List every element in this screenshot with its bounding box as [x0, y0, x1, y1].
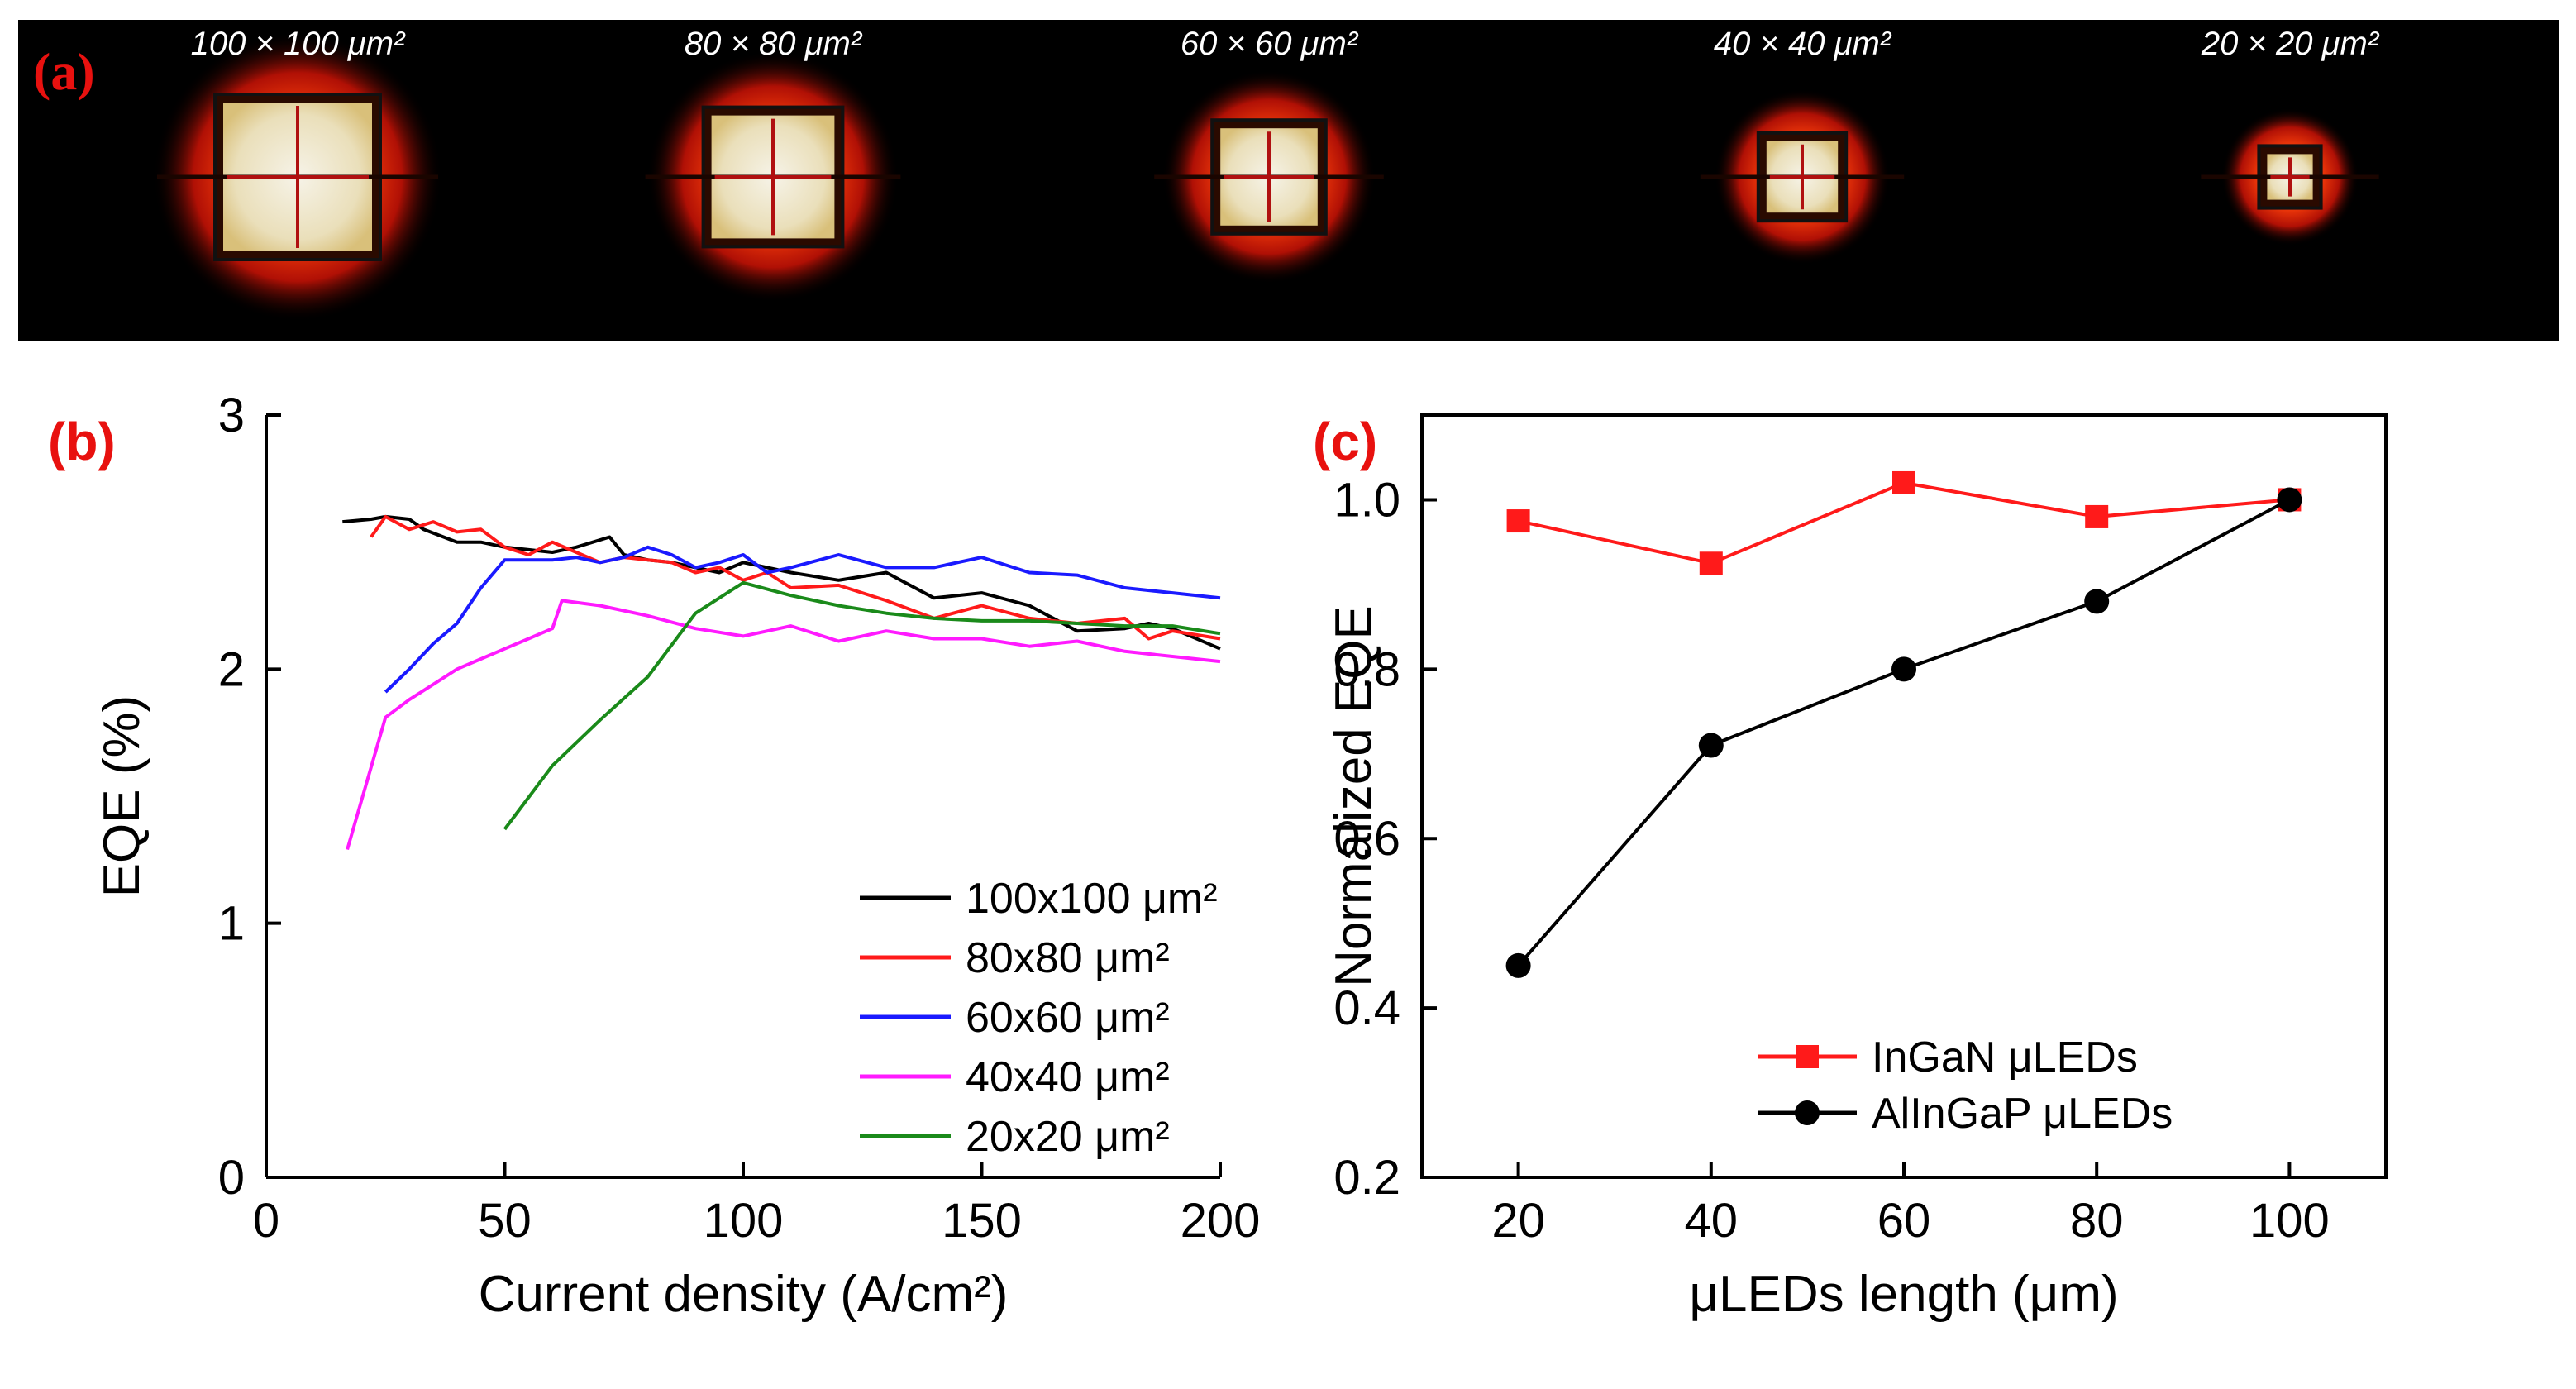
x-tick-label: 20 — [1491, 1194, 1545, 1248]
y-tick-label: 3 — [218, 389, 245, 442]
device-photos: 100 × 100 μm² 80 × 80 μm² 60 × 60 μm² 40 × … — [153, 26, 2380, 322]
panel-b-label: (b) — [48, 412, 116, 471]
legend-label-4: 20x20 μm² — [966, 1113, 1170, 1161]
y-tick-label: 0.2 — [1333, 1151, 1400, 1205]
data-point — [1698, 733, 1724, 758]
series-line-2 — [384, 545, 1221, 694]
y-tick-label: 0.4 — [1333, 981, 1400, 1035]
y-axis-title: Normalized EQE — [1325, 605, 1382, 987]
panel-c-normalized-eqe: 20 40 60 80 100 0.2 0.4 0.6 0.8 1.0 μLEDs length (… — [1325, 413, 2388, 1323]
y-tick-label: 0.8 — [1333, 642, 1400, 696]
x-tick-label: 200 — [1181, 1194, 1261, 1248]
x-tick-label: 40 — [1685, 1194, 1739, 1248]
device-caption: 60 × 60 μm² — [1181, 26, 1359, 62]
device-40um: 40 × 40 μm² — [1700, 26, 1905, 265]
y-tick-label: 1.0 — [1333, 473, 1400, 527]
series-line-1 — [1517, 498, 2291, 967]
device-80um: 80 × 80 μm² — [645, 26, 901, 303]
panel-a-device-images: 100 × 100 μm² 80 × 80 μm² 60 × 60 μm² 40 × … — [18, 20, 2559, 341]
data-point — [1892, 470, 1915, 494]
device-100um: 100 × 100 μm² — [153, 26, 442, 322]
panel-a-label: (a) — [33, 42, 95, 101]
device-60um: 60 × 60 μm² — [1154, 26, 1384, 284]
device-caption: 40 × 40 μm² — [1714, 26, 1892, 62]
x-tick-label: 0 — [253, 1194, 279, 1248]
data-point — [2277, 487, 2302, 513]
x-axis-title: Current density (A/cm²) — [479, 1266, 1009, 1323]
legend-marker — [1796, 1045, 1819, 1068]
x-tick-label: 100 — [704, 1194, 784, 1248]
y-tick-label: 1 — [218, 897, 245, 951]
data-point — [2085, 504, 2109, 528]
device-caption: 80 × 80 μm² — [685, 26, 863, 62]
data-point — [2084, 589, 2110, 614]
device-caption: 100 × 100 μm² — [191, 26, 406, 62]
x-tick-label: 80 — [2070, 1194, 2124, 1248]
y-tick-label: 2 — [218, 642, 245, 696]
legend-label-3: 40x40 μm² — [966, 1053, 1170, 1101]
y-tick-label: 0 — [218, 1151, 245, 1205]
x-tick-label: 100 — [2249, 1194, 2330, 1248]
series-line-4 — [503, 580, 1221, 831]
data-point — [1891, 656, 1916, 682]
y-axis-title: EQE (%) — [93, 695, 150, 898]
legend-label-1: 80x80 μm² — [966, 934, 1170, 982]
x-tick-label: 60 — [1877, 1194, 1931, 1248]
y-tick-label: 0.6 — [1333, 812, 1400, 866]
series-line-0 — [1518, 481, 2290, 566]
x-axis-title: μLEDs length (μm) — [1689, 1266, 2118, 1323]
panel-b-eqe-vs-current: 0 50 100 150 200 0 1 2 3 Current density (A/cm²) E… — [93, 389, 1260, 1323]
x-tick-label: 50 — [478, 1194, 532, 1248]
legend-label-1: AlInGaP μLEDs — [1872, 1090, 2173, 1138]
data-point — [1505, 952, 1531, 978]
data-point — [1506, 509, 1530, 533]
legend-label-2: 60x60 μm² — [966, 994, 1170, 1042]
legend-marker — [1795, 1100, 1820, 1125]
legend-label-0: 100x100 μm² — [966, 875, 1218, 923]
panel-c-label: (c) — [1313, 412, 1377, 471]
device-caption: 20 × 20 μm² — [2201, 26, 2380, 62]
data-point — [1699, 551, 1723, 575]
legend-label-0: InGaN μLEDs — [1872, 1033, 2138, 1081]
x-tick-label: 150 — [942, 1194, 1022, 1248]
device-20um: 20 × 20 μm² — [2201, 26, 2380, 246]
series-line-3 — [346, 599, 1221, 851]
